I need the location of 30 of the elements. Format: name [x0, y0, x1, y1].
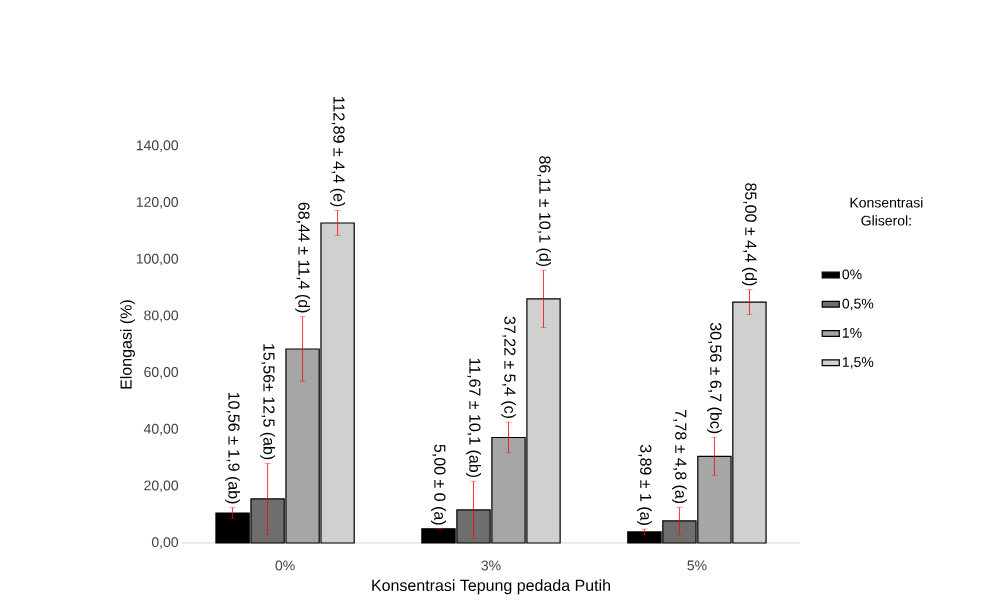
- y-tick-label: 40,00: [143, 423, 179, 436]
- x-tick-label: 0%: [275, 560, 295, 571]
- data-label: 3,89 ± 1 (a): [636, 444, 652, 525]
- y-tick-label: 120,00: [136, 196, 179, 209]
- data-label: 10,56 ± 1,9 (ab): [225, 392, 241, 504]
- data-label: 7,78 ± 4,8 (a): [671, 409, 687, 504]
- legend-label: 1,5%: [842, 357, 874, 369]
- data-label: 11,67 ± 10,1 (ab): [466, 358, 481, 477]
- y-tick-label: 100,00: [136, 253, 179, 266]
- y-tick-label: 80,00: [144, 310, 179, 322]
- y-tick-label: 20,00: [144, 480, 179, 492]
- x-tick-label: 3%: [481, 560, 501, 571]
- data-label: 15,56± 12,5 (ab): [260, 344, 276, 460]
- y-tick-label: 0,00: [151, 537, 179, 549]
- data-label: 37,22 ± 5,4 (c): [501, 316, 516, 418]
- y-axis-title: Elongasi (%): [120, 300, 135, 389]
- legend-label: 0%: [842, 269, 862, 280]
- data-label: 5,00 ± 0 (a): [431, 444, 446, 525]
- y-tick-label: 140,00: [136, 140, 179, 152]
- legend-label: 0,5%: [842, 298, 874, 311]
- data-label: 68,44 ± 11,4 (d): [295, 202, 311, 313]
- legend-label: 1%: [842, 327, 862, 338]
- y-tick-label: 60,00: [144, 367, 179, 379]
- data-label: 30,56 ± 6,7 (bc): [706, 322, 722, 434]
- data-label: 112,89 ± 4,4 (e): [330, 96, 346, 207]
- x-tick-label: 5%: [687, 560, 707, 571]
- data-label: 86,11 ± 10,1 (d): [536, 156, 551, 266]
- x-axis-title: Konsentrasi Tepung pedada Putih: [372, 579, 610, 595]
- legend-title: Konsentrasi Gliserol:: [850, 197, 923, 226]
- data-label: 85,00 ± 4,4 (d): [741, 183, 757, 286]
